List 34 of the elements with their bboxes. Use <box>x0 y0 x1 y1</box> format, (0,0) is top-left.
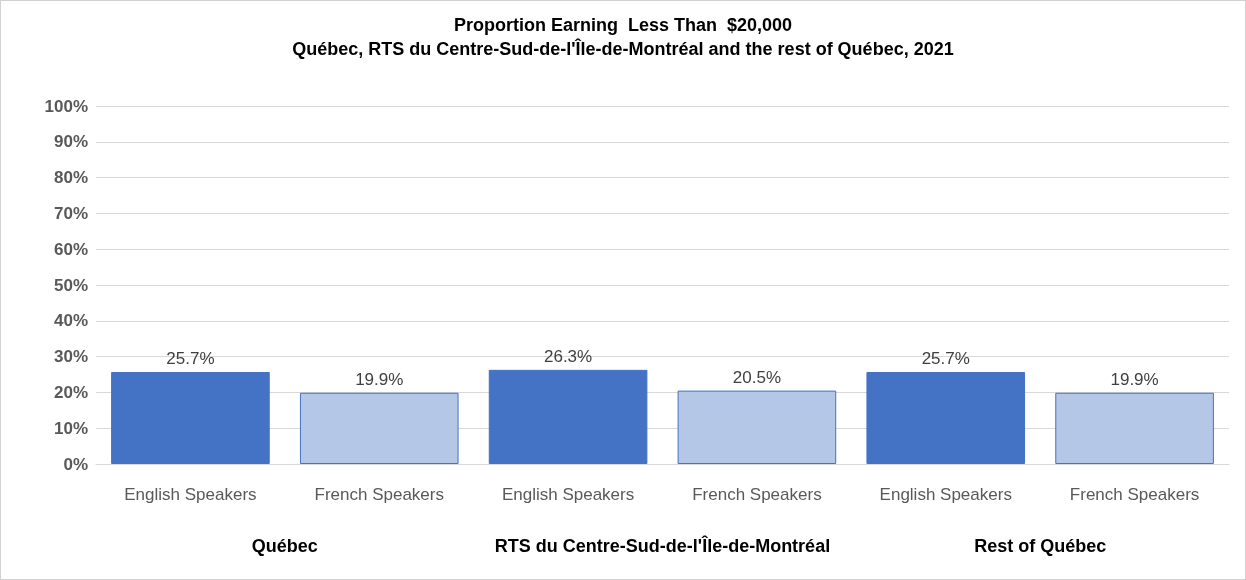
x-tick-label: English Speakers <box>501 485 635 504</box>
y-tick-label: 100% <box>44 96 88 116</box>
data-label: 26.3% <box>543 346 593 366</box>
y-tick-label: 50% <box>53 275 88 295</box>
bar <box>488 369 648 464</box>
data-label: 25.7% <box>166 348 215 368</box>
y-tick-label: 0% <box>63 454 88 474</box>
chart-title: Proportion Earning Less Than $20,000 <box>453 15 793 35</box>
x-tick-label: French Speakers <box>314 485 444 504</box>
chart-subtitle: Québec, RTS du Centre-Sud-de-l'Île-de-Montréal and the rest of Québec, 2021 <box>292 38 954 59</box>
y-tick-label: 80% <box>53 168 88 188</box>
y-tick-label: 70% <box>53 203 88 223</box>
bar <box>866 371 1026 464</box>
y-tick-label: 40% <box>53 311 88 331</box>
y-tick-label: 30% <box>53 347 88 367</box>
x-tick-label: English Speakers <box>124 485 257 504</box>
bar <box>1055 392 1214 464</box>
text: Québec <box>251 536 318 556</box>
text: Rest of Québec <box>974 536 1107 556</box>
text: RTS du Centre-Sud-de-l'Île-de-Montréal <box>494 535 831 556</box>
x-tick-label: French Speakers <box>692 485 822 504</box>
data-label: 25.7% <box>921 348 970 368</box>
data-label: 20.5% <box>732 367 782 387</box>
y-tick-label: 60% <box>53 239 88 259</box>
y-tick-label: 20% <box>53 382 88 402</box>
data-label: 19.9% <box>1110 369 1159 389</box>
bar <box>111 371 270 464</box>
x-tick-label: English Speakers <box>879 485 1012 504</box>
y-tick-label: 10% <box>53 418 88 438</box>
bar <box>299 392 459 464</box>
x-tick-label: French Speakers <box>1069 485 1200 504</box>
bar <box>677 390 837 464</box>
y-tick-label: 90% <box>53 132 88 152</box>
data-label: 19.9% <box>355 369 404 389</box>
